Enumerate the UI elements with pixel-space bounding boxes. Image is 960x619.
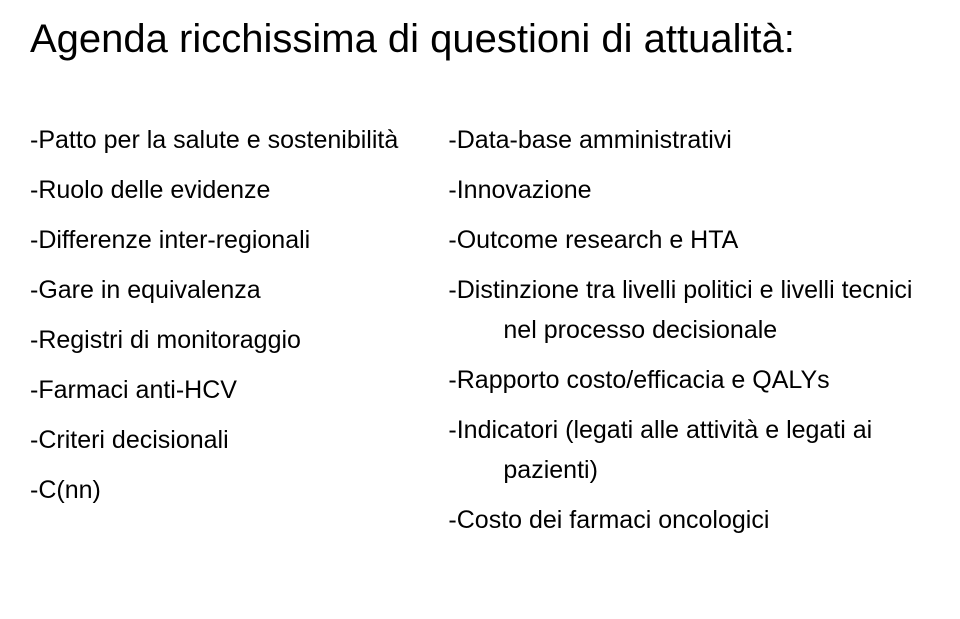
right-item: -Data-base amministrativi — [448, 120, 930, 160]
left-item: -Farmaci anti-HCV — [30, 370, 408, 410]
left-item: -Ruolo delle evidenze — [30, 170, 408, 210]
right-column: -Data-base amministrativi -Innovazione -… — [448, 120, 930, 550]
columns: -Patto per la salute e sostenibilità -Ru… — [30, 120, 930, 550]
right-item: -Rapporto costo/efficacia e QALYs — [448, 360, 930, 400]
right-item: -Outcome research e HTA — [448, 220, 930, 260]
left-item: -Registri di monitoraggio — [30, 320, 408, 360]
right-item: -Distinzione tra livelli politici e live… — [448, 270, 930, 350]
left-item: -Patto per la salute e sostenibilità — [30, 120, 408, 160]
left-item: -C(nn) — [30, 470, 408, 510]
right-item: -Costo dei farmaci oncologici — [448, 500, 930, 540]
right-item: -Indicatori (legati alle attività e lega… — [448, 410, 930, 490]
left-item: -Gare in equivalenza — [30, 270, 408, 310]
left-column: -Patto per la salute e sostenibilità -Ru… — [30, 120, 408, 550]
slide: Agenda ricchissima di questioni di attua… — [0, 0, 960, 619]
left-item: -Criteri decisionali — [30, 420, 408, 460]
right-item: -Innovazione — [448, 170, 930, 210]
left-item: -Differenze inter-regionali — [30, 220, 408, 260]
slide-title: Agenda ricchissima di questioni di attua… — [30, 18, 930, 60]
